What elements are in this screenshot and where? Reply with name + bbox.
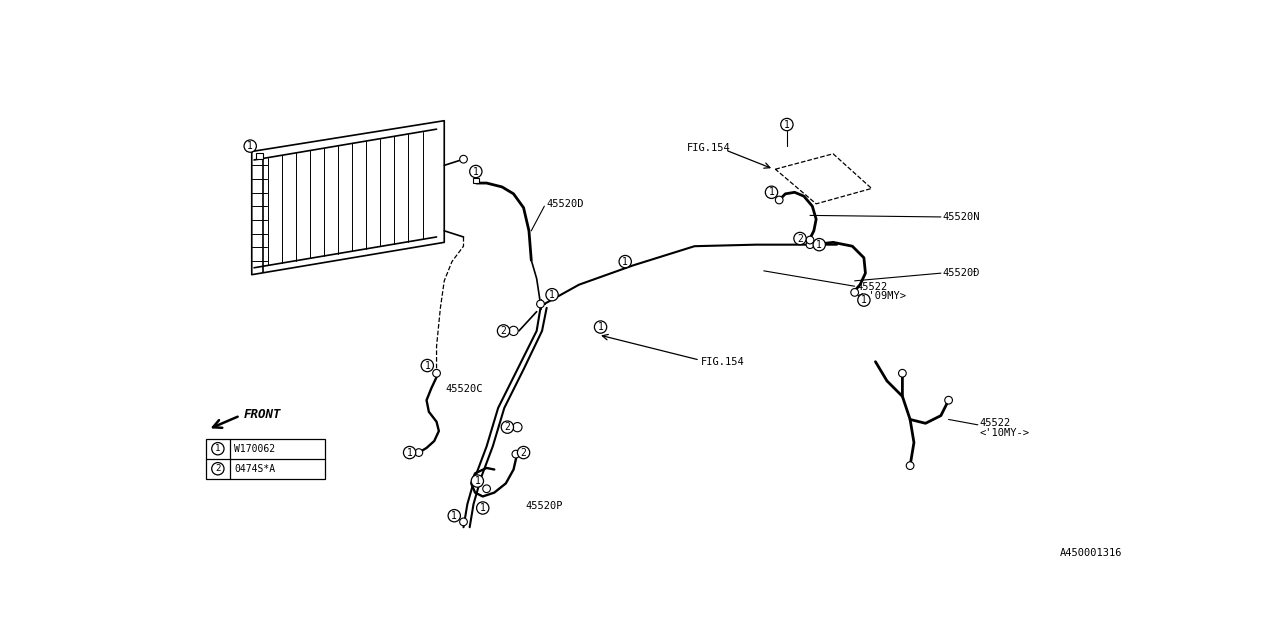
Text: 2: 2 [504, 422, 511, 432]
Text: 45520N: 45520N [942, 212, 980, 222]
Circle shape [858, 294, 870, 307]
Bar [206, 438, 325, 479]
Text: 1: 1 [622, 257, 628, 267]
Circle shape [517, 447, 530, 459]
Text: 2: 2 [500, 326, 507, 336]
Circle shape [794, 232, 806, 244]
Text: 1: 1 [768, 188, 774, 197]
Circle shape [211, 463, 224, 475]
Circle shape [813, 239, 826, 251]
Circle shape [509, 326, 518, 335]
Text: 1: 1 [480, 503, 485, 513]
Circle shape [460, 518, 467, 525]
Circle shape [781, 118, 794, 131]
Text: 45522: 45522 [856, 282, 887, 292]
Circle shape [899, 369, 906, 377]
Circle shape [502, 421, 513, 433]
Text: 1: 1 [407, 447, 412, 458]
Text: 0474S*A: 0474S*A [234, 464, 275, 474]
Circle shape [776, 196, 783, 204]
Circle shape [460, 156, 467, 163]
Text: 45520P: 45520P [525, 502, 563, 511]
Circle shape [244, 140, 256, 152]
Text: 2: 2 [797, 234, 803, 243]
Text: 1: 1 [598, 322, 603, 332]
Text: 1: 1 [472, 166, 479, 177]
Text: FRONT: FRONT [244, 408, 282, 420]
Circle shape [945, 396, 952, 404]
Text: 1: 1 [475, 476, 480, 486]
Circle shape [211, 442, 224, 455]
Circle shape [512, 451, 520, 458]
Text: 1: 1 [215, 444, 220, 453]
Circle shape [415, 449, 422, 456]
Circle shape [483, 485, 490, 493]
Text: 1: 1 [247, 141, 253, 151]
Circle shape [806, 241, 814, 248]
Circle shape [906, 462, 914, 470]
Text: 1: 1 [817, 239, 822, 250]
Text: A450001316: A450001316 [1060, 548, 1121, 558]
Circle shape [476, 502, 489, 514]
Circle shape [498, 324, 509, 337]
Circle shape [545, 289, 558, 301]
Text: W170062: W170062 [234, 444, 275, 454]
Circle shape [471, 475, 484, 487]
Bar [474, 178, 479, 184]
Text: 2: 2 [521, 447, 526, 458]
Text: 1: 1 [425, 360, 430, 371]
Text: FIG.154: FIG.154 [700, 356, 745, 367]
Text: 45520Ð: 45520Ð [942, 268, 980, 278]
Circle shape [594, 321, 607, 333]
Circle shape [448, 509, 461, 522]
Circle shape [433, 369, 440, 377]
Circle shape [403, 447, 416, 459]
Circle shape [851, 289, 859, 296]
Text: 1: 1 [549, 290, 556, 300]
Text: <'10MY->: <'10MY-> [979, 428, 1029, 438]
Text: 45520C: 45520C [445, 383, 484, 394]
Text: <-'09MY>: <-'09MY> [856, 291, 906, 301]
Text: 45522: 45522 [979, 419, 1011, 428]
Text: FIG.154: FIG.154 [687, 143, 731, 152]
Text: 45520D: 45520D [547, 199, 584, 209]
Circle shape [470, 165, 483, 178]
Circle shape [620, 255, 631, 268]
Circle shape [513, 422, 522, 432]
Text: 1: 1 [783, 120, 790, 129]
Bar [256, 153, 262, 159]
Text: 1: 1 [452, 511, 457, 521]
Circle shape [536, 300, 544, 308]
Circle shape [421, 360, 434, 372]
Circle shape [806, 236, 814, 244]
Circle shape [765, 186, 778, 198]
Text: 2: 2 [215, 464, 220, 473]
Text: 1: 1 [861, 295, 867, 305]
